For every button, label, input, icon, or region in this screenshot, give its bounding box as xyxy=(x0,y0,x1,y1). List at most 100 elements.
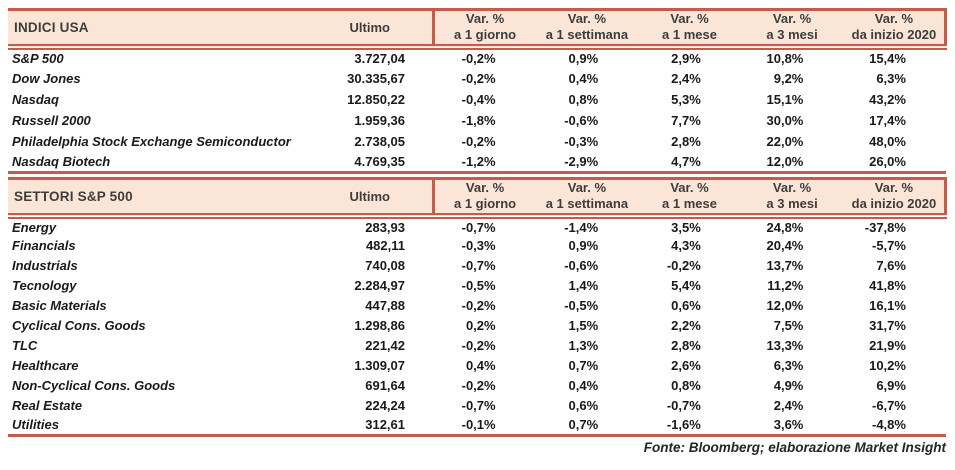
var-percent-value: 6,3% xyxy=(876,70,906,86)
var-percent-value: 2,8% xyxy=(671,338,701,353)
ultimo-value: 740,08 xyxy=(365,258,405,273)
row-label: Nasdaq xyxy=(12,91,59,107)
var-percent-value: 0,6% xyxy=(568,398,599,413)
indici-usa-table: INDICI USA Ultimo Var. % a 1 giorno Var.… xyxy=(8,8,948,174)
var-percent-value: 0,2% xyxy=(465,318,496,333)
row-label: Real Estate xyxy=(12,398,83,413)
var-percent-value: 0,9% xyxy=(568,51,599,66)
var-percent-value: 9,2% xyxy=(773,70,804,86)
var-percent-value: 26,0% xyxy=(869,153,906,169)
column-header-var-1-settimana: Var. % a 1 settimana xyxy=(535,177,639,219)
table-row: Nasdaq Biotech 4.769,35 -1,2% -2,9% 4,7% 12,0… xyxy=(8,152,946,173)
var-percent-value: 11,2% xyxy=(767,278,804,293)
settori-sp500-table: SETTORI S&P 500 Ultimo Var. % a 1 giorno… xyxy=(8,177,948,437)
var-percent-value: 0,6% xyxy=(671,298,701,313)
var-percent-value: 15,4% xyxy=(869,51,906,66)
table-row: Healthcare 1.309,07 0,4% 0,7% 2,6% 6,3% 10,2% xyxy=(8,356,946,376)
var-percent-value: -0,4% xyxy=(461,91,496,107)
column-header-var-3-mesi: Var. % a 3 mesi xyxy=(740,177,844,219)
var-percent-value: -0,7% xyxy=(461,398,496,413)
column-header-var-inizio-2020: Var. % da inizio 2020 xyxy=(843,8,948,50)
var-percent-value: -0,1% xyxy=(461,417,496,433)
var-percent-value: -0,2% xyxy=(461,298,496,313)
table-row: Tecnology 2.284,97 -0,5% 1,4% 5,4% 11,2% 41,8% xyxy=(8,276,946,296)
var-percent-value: -6,7% xyxy=(872,398,906,413)
var-percent-value: -1,4% xyxy=(564,219,599,235)
column-header-ultimo: Ultimo xyxy=(308,177,435,219)
ultimo-value: 1.959,36 xyxy=(354,112,405,128)
row-label: Non-Cyclical Cons. Goods xyxy=(12,378,176,393)
table-row: Real Estate 224,24 -0,7% 0,6% -0,7% 2,4% -6,7% xyxy=(8,396,946,416)
ultimo-value: 221,42 xyxy=(365,338,405,353)
var-percent-value: -0,6% xyxy=(564,112,599,128)
column-header-ultimo: Ultimo xyxy=(308,8,435,50)
var-percent-value: 0,4% xyxy=(568,378,599,393)
table-row: Energy 283,93 -0,7% -1,4% 3,5% 24,8% -37,8% xyxy=(8,216,946,236)
var-percent-value: -0,3% xyxy=(461,238,496,253)
var-percent-value: 2,2% xyxy=(671,318,701,333)
row-label: Basic Materials xyxy=(12,298,107,313)
var-percent-value: 0,9% xyxy=(568,238,599,253)
var-percent-value: 43,2% xyxy=(869,91,906,107)
column-header-var-1-mese: Var. % a 1 mese xyxy=(638,177,741,219)
var-percent-value: -0,7% xyxy=(666,398,701,413)
indici-usa-rows: S&P 500 3.727,04 -0,2% 0,9% 2,9% 10,8% 15,4% Do… xyxy=(8,47,946,173)
var-percent-value: -37,8% xyxy=(864,219,906,235)
var-percent-value: -1,8% xyxy=(461,112,496,128)
var-percent-value: 2,4% xyxy=(671,70,701,86)
ultimo-value: 447,88 xyxy=(365,298,405,313)
row-label: Russell 2000 xyxy=(12,112,91,128)
var-percent-value: -0,5% xyxy=(564,298,599,313)
ultimo-value: 4.769,35 xyxy=(354,153,405,169)
var-percent-value: 4,3% xyxy=(671,238,701,253)
var-percent-value: 2,8% xyxy=(671,133,701,149)
var-percent-value: -0,7% xyxy=(461,258,496,273)
column-header-var-1-giorno: Var. % a 1 giorno xyxy=(433,8,536,50)
var-percent-value: 7,7% xyxy=(671,112,701,128)
ultimo-value: 691,64 xyxy=(365,378,405,393)
ultimo-value: 224,24 xyxy=(365,398,405,413)
var-percent-value: 1,5% xyxy=(568,318,599,333)
var-percent-value: -4,8% xyxy=(872,417,906,433)
column-header-var-1-giorno: Var. % a 1 giorno xyxy=(433,177,536,219)
indici-usa-header: INDICI USA Ultimo Var. % a 1 giorno Var.… xyxy=(8,8,948,50)
var-percent-value: 24,8% xyxy=(766,219,804,235)
var-percent-value: 0,8% xyxy=(568,91,599,107)
var-percent-value: 20,4% xyxy=(766,238,804,253)
var-percent-value: -0,2% xyxy=(461,338,496,353)
ultimo-value: 30.335,67 xyxy=(347,70,405,86)
ultimo-value: 12.850,22 xyxy=(347,91,405,107)
section-title-settori-sp500: SETTORI S&P 500 xyxy=(8,177,308,219)
var-percent-value: 0,4% xyxy=(568,70,599,86)
row-label: Nasdaq Biotech xyxy=(12,153,111,169)
var-percent-value: 5,4% xyxy=(671,278,701,293)
row-label: TLC xyxy=(12,338,38,353)
var-percent-value: 3,6% xyxy=(773,417,804,433)
ultimo-value: 2.284,97 xyxy=(354,278,405,293)
var-percent-value: -0,2% xyxy=(461,133,496,149)
row-label: Healthcare xyxy=(12,358,79,373)
var-percent-value: -0,2% xyxy=(461,70,496,86)
row-label: Dow Jones xyxy=(12,70,81,86)
table-row: Philadelphia Stock Exchange Semiconducto… xyxy=(8,131,946,152)
settori-sp500-header: SETTORI S&P 500 Ultimo Var. % a 1 giorno… xyxy=(8,177,948,219)
var-percent-value: 10,2% xyxy=(869,358,906,373)
ultimo-value: 1.309,07 xyxy=(354,358,405,373)
var-percent-value: -5,7% xyxy=(872,238,906,253)
var-percent-value: -0,3% xyxy=(564,133,599,149)
var-percent-value: 6,3% xyxy=(773,358,804,373)
table-row: Cyclical Cons. Goods 1.298,86 0,2% 1,5% 2,2%… xyxy=(8,316,946,336)
ultimo-value: 3.727,04 xyxy=(354,51,405,66)
section-title-indici-usa: INDICI USA xyxy=(8,8,308,50)
var-percent-value: 21,9% xyxy=(869,338,906,353)
row-label: Financials xyxy=(12,238,76,253)
var-percent-value: 41,8% xyxy=(869,278,906,293)
var-percent-value: 1,3% xyxy=(568,338,599,353)
var-percent-value: 4,7% xyxy=(671,153,701,169)
column-header-var-inizio-2020: Var. % da inizio 2020 xyxy=(843,177,948,219)
ultimo-value: 312,61 xyxy=(365,417,405,433)
column-header-var-1-mese: Var. % a 1 mese xyxy=(638,8,741,50)
var-percent-value: 13,3% xyxy=(766,338,804,353)
var-percent-value: 12,0% xyxy=(766,298,804,313)
